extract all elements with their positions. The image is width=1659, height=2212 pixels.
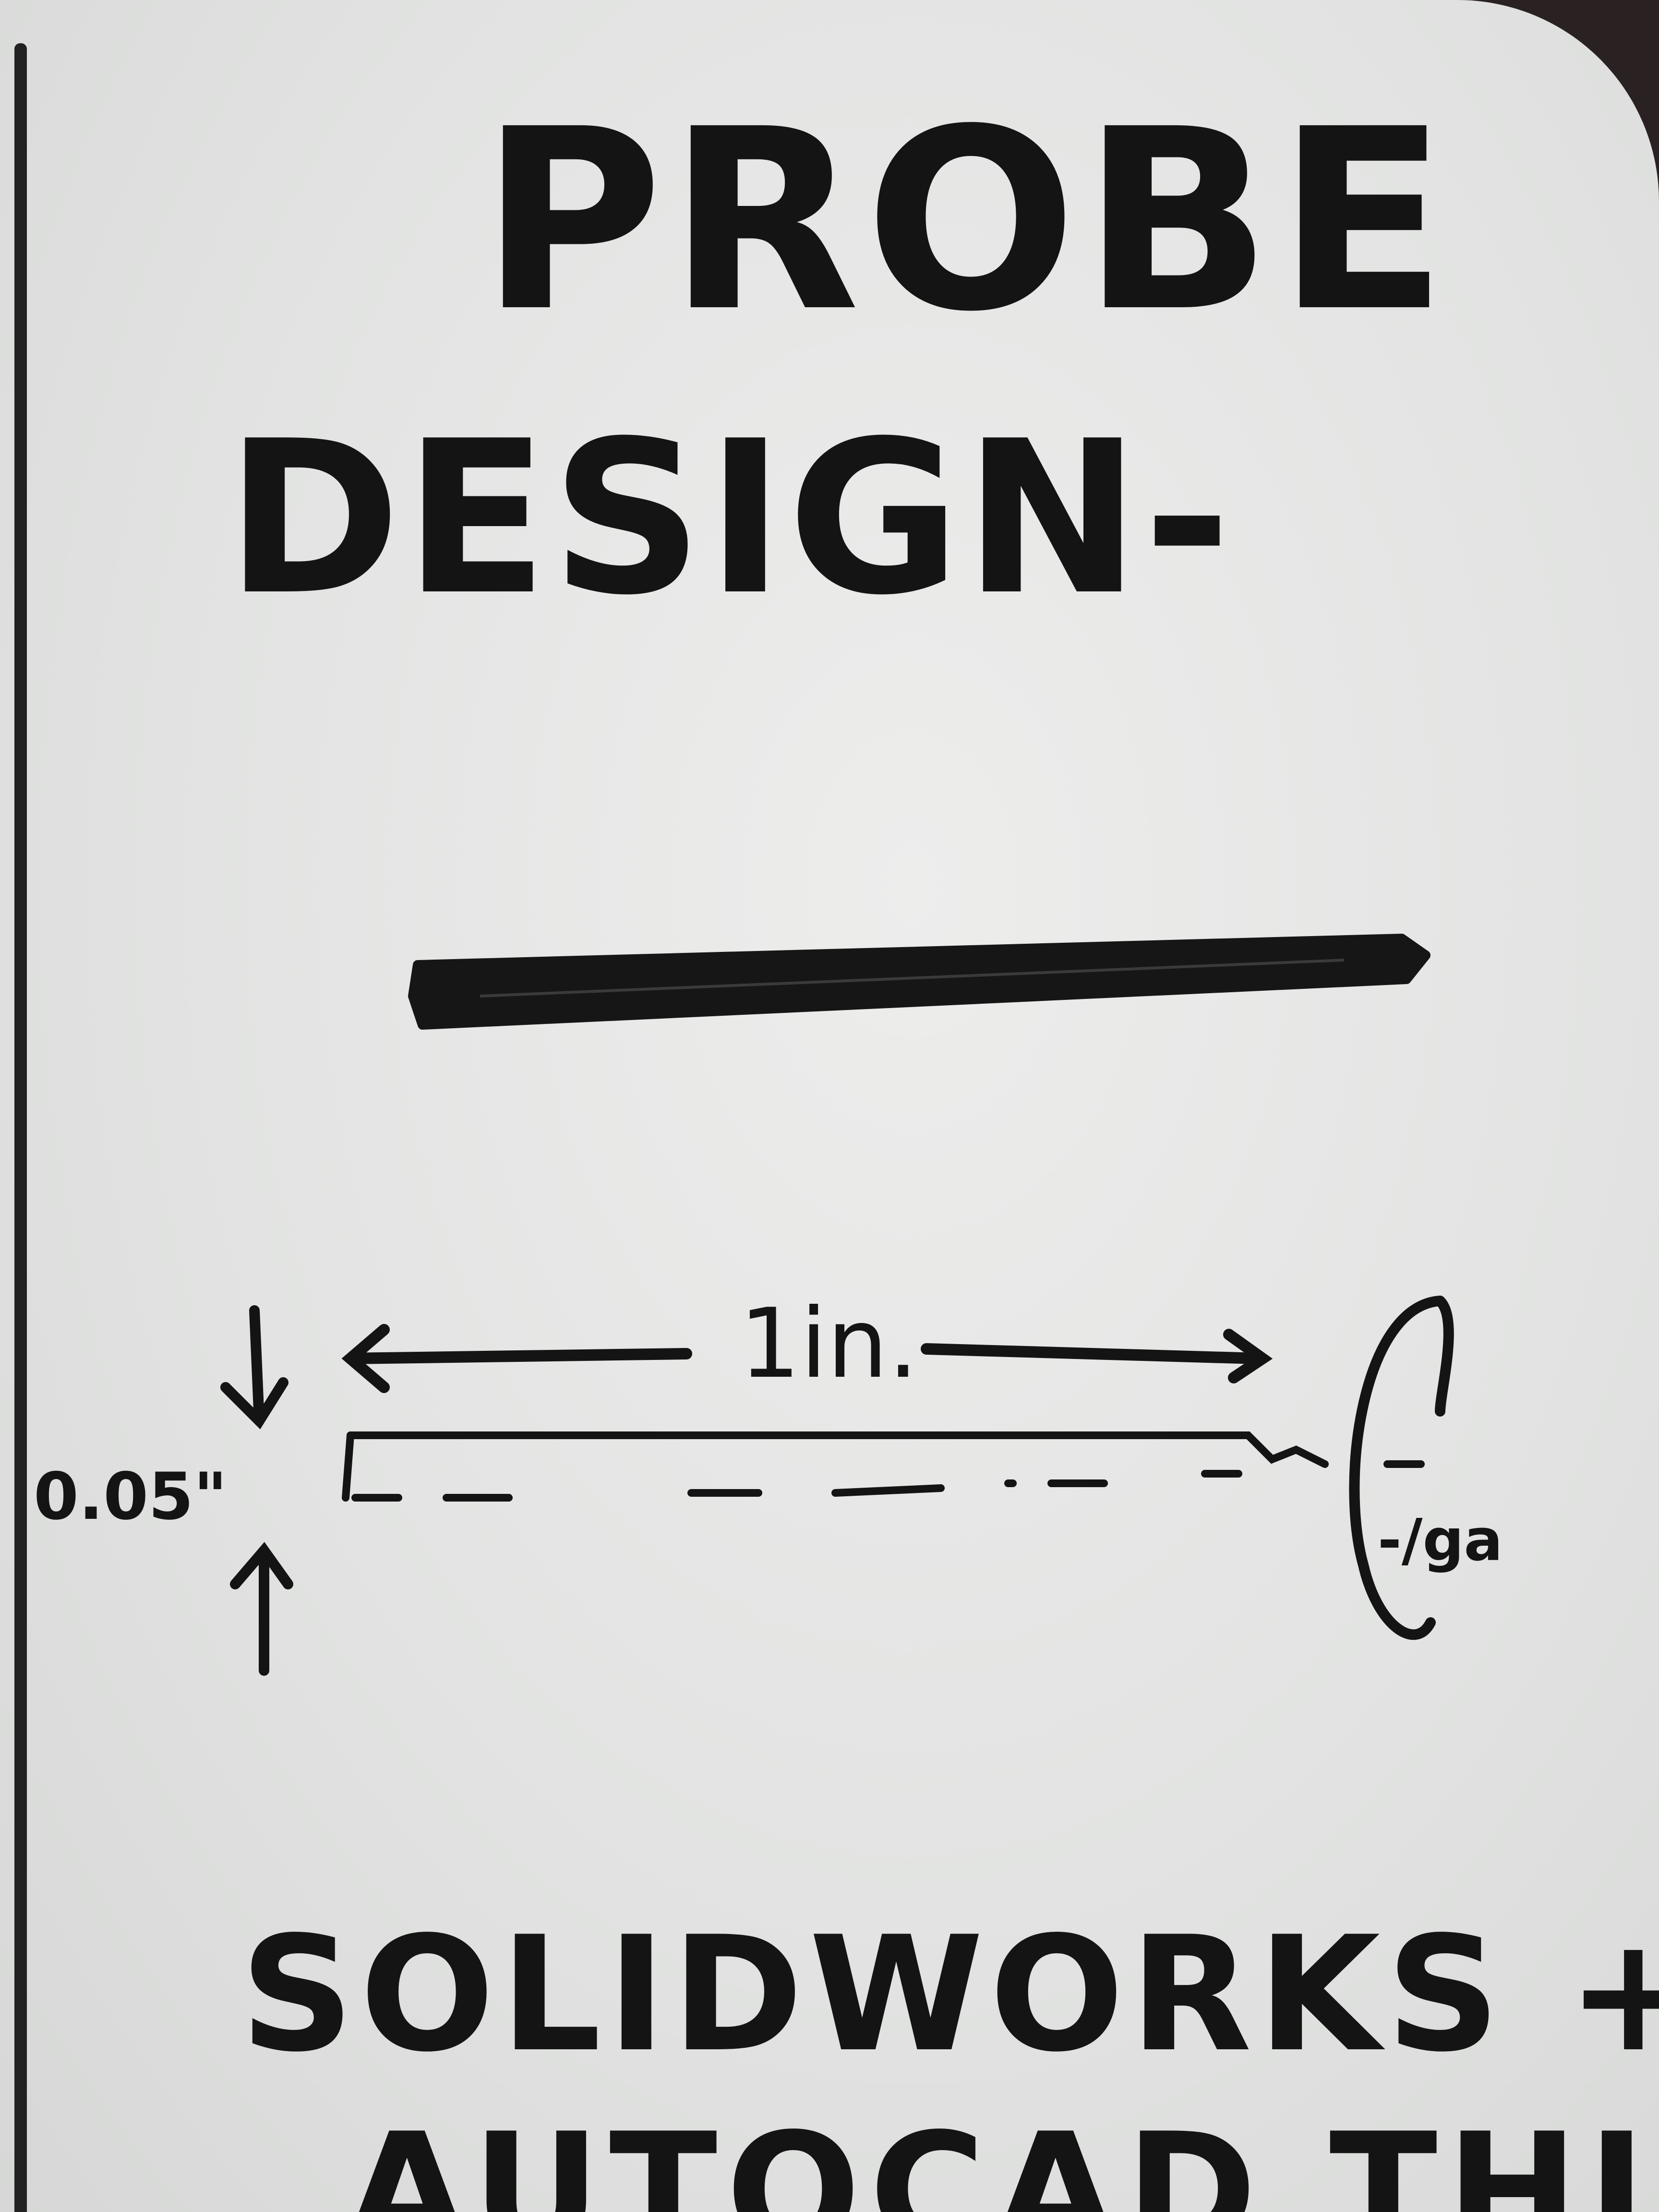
whiteboard-frame-edge <box>14 43 27 2212</box>
title-line-2: DESIGN- <box>226 396 1234 641</box>
probe-end-cap <box>1349 1296 1454 1640</box>
title-line-1: PROBE <box>480 75 1453 366</box>
probe-highlight <box>480 959 1345 998</box>
thickness-dimension-arrows <box>220 1305 293 1676</box>
probe-body <box>408 934 1431 1030</box>
thickness-label: 0.05" <box>34 1459 228 1534</box>
length-dimension-arrow <box>341 1324 1273 1393</box>
probe-outline <box>342 1431 1425 1502</box>
end-cap-label: -/ga <box>1378 1507 1503 1574</box>
footer-line-1: SOLIDWORKS + <box>240 1902 1659 2087</box>
length-label: 1in. <box>739 1288 919 1400</box>
footer-line-2: AUTOCAD THIS. <box>346 2099 1659 2212</box>
